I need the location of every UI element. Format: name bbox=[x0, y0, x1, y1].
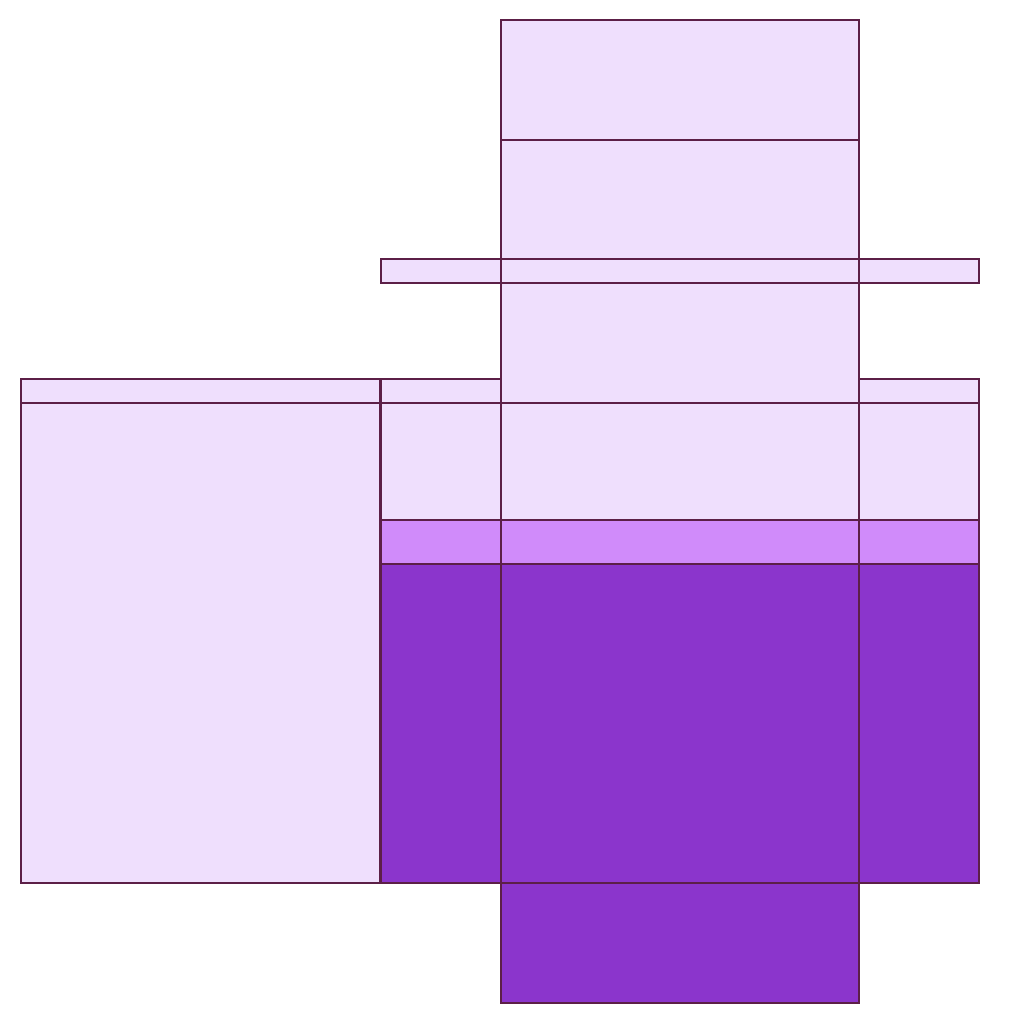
front-right-panel-empty-zone bbox=[859, 403, 979, 520]
front-center-panel-dark-zone bbox=[501, 564, 859, 883]
back-panel-upper bbox=[500, 139, 860, 260]
front-left-panel-empty-zone bbox=[381, 403, 501, 520]
bottom-panel bbox=[500, 882, 860, 1004]
front-left-panel-dark-zone bbox=[381, 564, 501, 883]
front-center-panel-empty-zone bbox=[501, 403, 859, 520]
top-flap-strip bbox=[380, 258, 980, 284]
left-side-panel bbox=[20, 402, 381, 884]
front-center-panel-light-zone bbox=[501, 520, 859, 564]
front-right-panel-light-zone bbox=[859, 520, 979, 564]
front-left-top-tab bbox=[380, 378, 502, 404]
back-panel-lower bbox=[500, 282, 860, 404]
top-lid-panel bbox=[500, 19, 860, 141]
front-right-panel-dark-zone bbox=[859, 564, 979, 883]
left-glue-strip bbox=[20, 378, 381, 404]
front-left-panel-light-zone bbox=[381, 520, 501, 564]
front-right-top-tab bbox=[858, 378, 980, 404]
